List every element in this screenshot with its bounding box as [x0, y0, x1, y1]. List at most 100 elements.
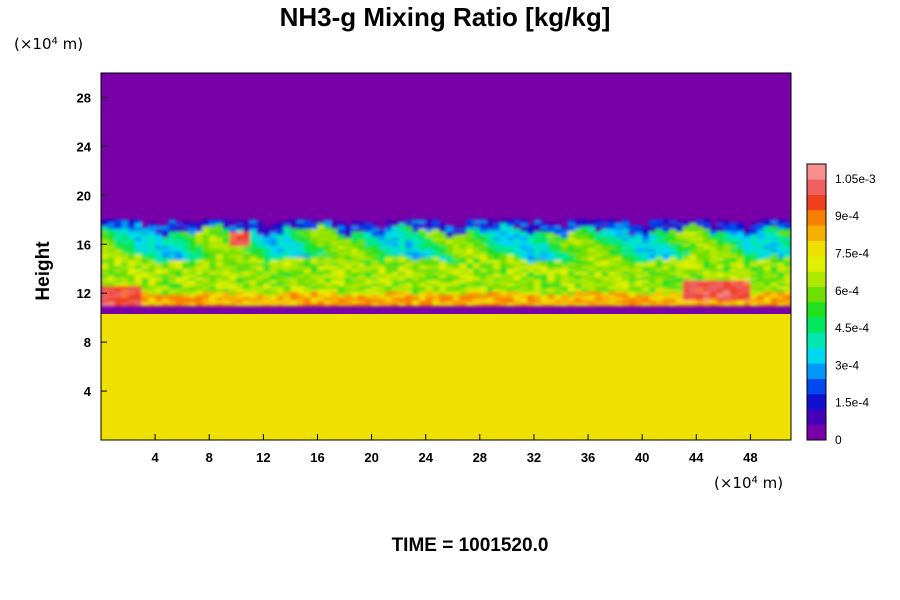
- field-cell: [364, 288, 373, 292]
- field-cell: [588, 254, 596, 258]
- field-cell: [202, 219, 210, 224]
- field-cell: [391, 259, 400, 264]
- field-cell: [709, 262, 718, 267]
- field-cell: [371, 265, 379, 269]
- field-cell: [777, 262, 785, 267]
- field-cell: [784, 282, 791, 287]
- field-cell: [412, 282, 420, 287]
- field-cell: [554, 234, 562, 238]
- field-cell: [730, 276, 738, 281]
- field-cell: [466, 254, 474, 258]
- field-cell: [506, 251, 515, 255]
- field-cell: [344, 274, 352, 278]
- field-cell: [439, 296, 447, 301]
- field-cell: [757, 294, 765, 298]
- field-cell: [331, 285, 339, 289]
- field-cell: [283, 259, 291, 264]
- field-cell: [493, 279, 501, 284]
- field-cell: [209, 251, 217, 255]
- field-cell: [351, 231, 359, 235]
- field-cell: [317, 302, 325, 307]
- field-cell: [540, 262, 549, 267]
- field-cell: [662, 282, 670, 287]
- field-cell: [689, 288, 697, 292]
- field-cell: [317, 268, 325, 272]
- field-cell: [283, 262, 291, 267]
- field-cell: [615, 219, 623, 224]
- field-cell: [730, 239, 738, 244]
- field-cell: [763, 268, 772, 272]
- field-cell: [243, 239, 251, 244]
- field-cell: [500, 251, 508, 255]
- field-cell: [615, 222, 623, 227]
- field-cell: [432, 294, 440, 298]
- field-cell: [757, 248, 765, 252]
- field-cell: [148, 231, 156, 235]
- field-cell: [676, 259, 684, 264]
- field-cell: [283, 256, 291, 261]
- field-cell: [351, 259, 359, 264]
- field-cell: [270, 282, 278, 287]
- field-cell: [371, 254, 379, 258]
- field-cell: [114, 225, 122, 229]
- field-cell: [784, 245, 791, 249]
- field-cell: [256, 285, 264, 289]
- field-cell: [601, 251, 609, 255]
- field-cell: [777, 248, 785, 252]
- field-cell: [425, 234, 434, 238]
- field-cell: [601, 222, 609, 227]
- field-cell: [270, 288, 278, 292]
- field-cell: [182, 279, 190, 284]
- field-cell: [101, 254, 109, 258]
- field-cell: [141, 234, 149, 238]
- field-cell: [500, 276, 508, 281]
- field-cell: [351, 254, 359, 258]
- field-cell: [723, 259, 731, 264]
- field-cell: [784, 234, 791, 238]
- field-cell: [588, 231, 596, 235]
- field-cell: [351, 299, 359, 304]
- field-cell: [425, 268, 434, 272]
- field-cell: [770, 274, 779, 278]
- field-cell: [141, 285, 149, 289]
- field-cell: [486, 274, 494, 278]
- field-cell: [648, 245, 657, 249]
- field-cell: [412, 285, 420, 289]
- field-cell: [385, 242, 393, 247]
- field-cell: [500, 231, 508, 235]
- field-cell: [331, 302, 339, 307]
- field-cell: [202, 265, 210, 269]
- field-cell: [473, 228, 481, 232]
- field-cell: [777, 236, 785, 241]
- field-cell: [344, 288, 352, 292]
- field-cell: [446, 256, 454, 261]
- field-cell: [216, 245, 224, 249]
- field-cell: [364, 296, 373, 301]
- field-cell: [216, 288, 224, 292]
- field-cell: [128, 268, 136, 272]
- field-cell: [337, 234, 346, 238]
- field-cell: [128, 276, 136, 281]
- field-cell: [506, 234, 515, 238]
- field-cell: [696, 291, 704, 295]
- field-cell: [554, 239, 562, 244]
- field-cell: [581, 228, 589, 232]
- field-cell: [459, 274, 467, 278]
- field-cell: [337, 245, 346, 249]
- field-cell: [628, 276, 636, 281]
- field-cell: [175, 239, 183, 244]
- field-cell: [148, 296, 156, 301]
- field-cell: [310, 299, 319, 304]
- field-cell: [344, 234, 352, 238]
- field-cell: [506, 288, 515, 292]
- field-cell: [689, 276, 697, 281]
- field-cell: [446, 239, 454, 244]
- field-cell: [621, 256, 630, 261]
- field-cell: [425, 291, 434, 295]
- field-cell: [283, 288, 291, 292]
- field-cell: [141, 279, 149, 284]
- field-cell: [418, 268, 427, 272]
- field-cell: [642, 288, 650, 292]
- field-cell: [763, 302, 772, 307]
- field-cell: [148, 251, 156, 255]
